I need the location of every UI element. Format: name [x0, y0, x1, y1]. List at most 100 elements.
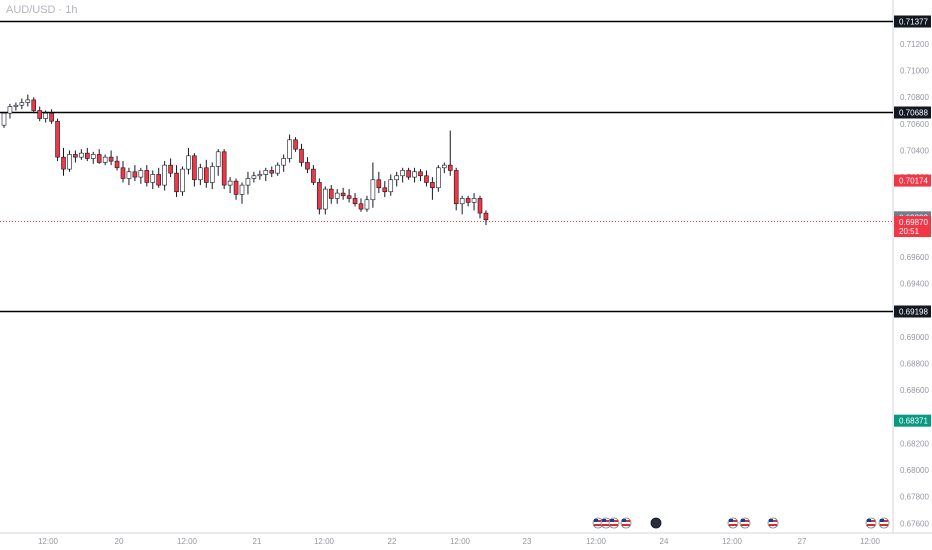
candle-body [465, 198, 471, 203]
candle-body [322, 188, 328, 210]
candle-body [346, 195, 352, 199]
candle-body [55, 120, 60, 158]
x-tick-label: 12:00 [722, 537, 743, 546]
price-label: 0.68371 [899, 417, 928, 426]
candle-body [102, 156, 108, 163]
candle-body [251, 175, 257, 179]
candle-body [108, 156, 114, 162]
y-tick-label: 0.68000 [900, 466, 929, 475]
candle-body [204, 167, 209, 183]
y-tick-label: 0.70800 [900, 93, 929, 102]
candle-body [352, 198, 358, 205]
candle-body [257, 174, 263, 177]
x-tick-label: 21 [253, 537, 262, 546]
candle-body [406, 170, 411, 178]
candle-body [90, 154, 96, 159]
candle-body [299, 148, 304, 163]
candle-body [209, 166, 215, 183]
candle-body [168, 164, 173, 174]
horizontal-line-label: 0.69198 [899, 308, 928, 317]
candle-body [239, 184, 245, 195]
candle-body [245, 178, 251, 186]
candle-body [340, 192, 346, 197]
candle-body [120, 167, 126, 179]
candle-body [37, 110, 43, 119]
candle-body [126, 171, 132, 179]
candle-body [67, 154, 72, 170]
candle-body [275, 164, 281, 174]
candle-body [400, 170, 405, 177]
candle-body [7, 106, 13, 114]
y-tick-label: 0.69600 [900, 253, 929, 262]
event-marker-icon [650, 517, 662, 529]
candle-body [453, 170, 459, 205]
x-tick-label: 22 [388, 537, 397, 546]
candle-body [471, 198, 477, 203]
candle-body [311, 168, 316, 183]
candle-body [334, 192, 340, 199]
event-flag-stripe [729, 524, 737, 526]
x-tick-label: 12:00 [38, 537, 59, 546]
horizontal-line-label: 0.70688 [899, 109, 928, 118]
x-tick-label: 12:00 [586, 537, 607, 546]
y-tick-label: 0.71000 [900, 67, 929, 76]
candle-body [233, 180, 239, 195]
candle-body [328, 188, 334, 199]
event-flag-stripe [594, 524, 602, 526]
event-flag-stripe [880, 524, 888, 526]
candle-body [376, 179, 382, 189]
candle-body [150, 174, 156, 183]
x-tick-label: 12:00 [450, 537, 471, 546]
y-tick-label: 0.68600 [900, 386, 929, 395]
candle-body [424, 175, 429, 183]
candle-body [198, 167, 203, 181]
candle-body [477, 198, 483, 214]
price-label-bg [894, 414, 931, 427]
horizontal-line-label-bg [894, 106, 931, 119]
y-tick-label: 0.71200 [900, 40, 929, 49]
candle-body [358, 203, 364, 210]
event-flag-canton [610, 519, 614, 522]
event-flag-canton [867, 519, 871, 522]
event-flag-stripe [741, 524, 749, 526]
candle-body [186, 155, 191, 170]
candle-body [281, 158, 286, 166]
event-flag-canton [594, 519, 598, 522]
candle-body [85, 152, 90, 159]
candle-body [1, 112, 7, 126]
candle-body [227, 180, 233, 186]
candle-body [215, 151, 221, 167]
event-flag-stripe [622, 524, 630, 526]
x-tick-label: 12:00 [177, 537, 198, 546]
candle-body [269, 170, 275, 174]
event-flag-canton [741, 519, 745, 522]
candle-body [192, 155, 197, 181]
candle-body [317, 182, 322, 210]
candle-body [364, 199, 370, 210]
x-tick-label: 27 [798, 537, 807, 546]
candle-body [132, 171, 138, 178]
candle-body [430, 182, 435, 189]
candle-body [394, 175, 400, 181]
candle-body [79, 152, 84, 158]
y-tick-label: 0.67600 [900, 519, 929, 528]
y-tick-label: 0.68800 [900, 360, 929, 369]
y-tick-label: 0.69000 [900, 333, 929, 342]
y-tick-label: 0.70400 [900, 146, 929, 155]
candle-body [156, 174, 161, 186]
x-tick-label: 24 [660, 537, 669, 546]
candle-body [174, 172, 179, 193]
event-flag-canton [622, 519, 626, 522]
candle-body [138, 170, 144, 178]
candle-body [459, 198, 465, 205]
candle-body [263, 170, 269, 175]
horizontal-line-label-bg [894, 305, 931, 318]
y-tick-label: 0.69400 [900, 280, 929, 289]
candle-body [180, 168, 185, 193]
price-label-bg [894, 216, 931, 238]
candle-body [483, 212, 489, 221]
candle-body [305, 162, 310, 170]
price-label-bg [894, 174, 931, 187]
